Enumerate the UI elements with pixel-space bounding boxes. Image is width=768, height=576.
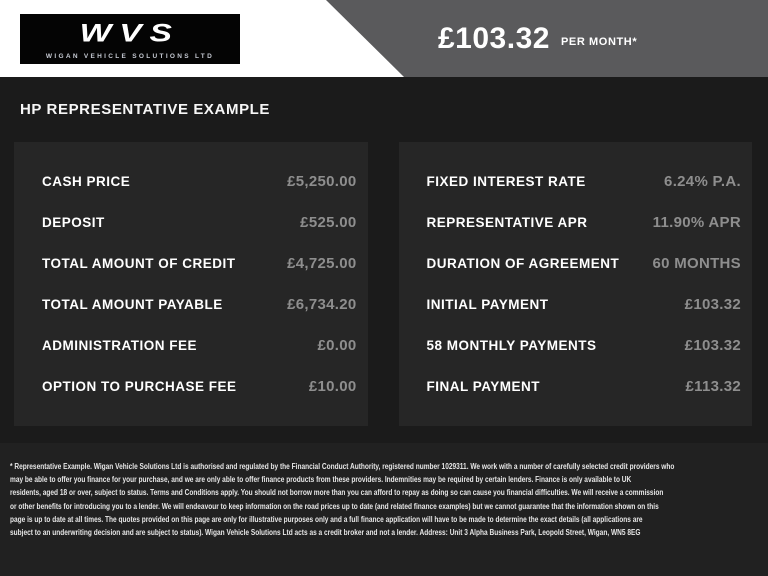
section-title: HP REPRESENTATIVE EXAMPLE [20,101,271,118]
logo-acronym-text: WVS [79,19,181,47]
row-value: £6,734.20 [287,296,357,313]
disclaimer-line: residents, aged 18 or over, subject to s… [10,488,664,498]
row-label: 58 MONTHLY PAYMENTS [426,338,597,353]
per-month-label: PER MONTH* [560,35,638,48]
row-label: OPTION TO PURCHASE FEE [42,379,237,394]
table-row: FIXED INTEREST RATE 6.24% P.A. [427,161,742,202]
row-value: £103.32 [684,296,741,313]
table-row: TOTAL AMOUNT OF CREDIT £4,725.00 [42,243,357,284]
row-value: £113.32 [685,378,741,395]
row-value: £5,250.00 [287,173,357,190]
monthly-price-amount: £103.32 [438,21,550,55]
wvs-logo: WVS WIGAN VEHICLE SOLUTIONS LTD [20,14,240,64]
disclaimer-line: may be able to offer you finance for you… [10,475,632,485]
top-header: WVS WIGAN VEHICLE SOLUTIONS LTD £103.32 … [0,0,768,77]
row-label: DURATION OF AGREEMENT [426,256,620,271]
row-label: TOTAL AMOUNT OF CREDIT [42,256,236,271]
table-row: DEPOSIT £525.00 [42,202,357,243]
row-value: £4,725.00 [287,255,357,272]
monthly-price-banner: £103.32 PER MONTH* [326,0,768,77]
finance-example-section: HP REPRESENTATIVE EXAMPLE CASH PRICE £5,… [0,77,768,443]
row-value: 60 MONTHS [652,255,741,272]
finance-panel-right: FIXED INTEREST RATE 6.24% P.A. REPRESENT… [398,142,752,426]
row-label: TOTAL AMOUNT PAYABLE [42,297,223,312]
table-row: OPTION TO PURCHASE FEE £10.00 [42,366,357,407]
finance-panels: CASH PRICE £5,250.00 DEPOSIT £525.00 TOT… [14,142,752,426]
finance-panel-left: CASH PRICE £5,250.00 DEPOSIT £525.00 TOT… [14,142,368,426]
table-row: REPRESENTATIVE APR 11.90% APR [427,202,742,243]
table-row: 58 MONTHLY PAYMENTS £103.32 [427,325,742,366]
table-row: FINAL PAYMENT £113.32 [427,366,742,407]
disclaimer-line: page is up to date at all times. The quo… [10,514,643,524]
row-label: FIXED INTEREST RATE [426,174,586,189]
row-label: FINAL PAYMENT [426,379,541,394]
logo-subtitle-text: WIGAN VEHICLE SOLUTIONS LTD [45,52,215,60]
disclaimer-line: * Representative Example. Wigan Vehicle … [10,462,675,471]
row-value: £10.00 [308,378,357,395]
row-value: 11.90% APR [652,214,741,231]
row-value: 6.24% P.A. [664,173,741,190]
row-label: DEPOSIT [42,215,105,230]
section-title-bar: HP REPRESENTATIVE EXAMPLE [0,77,768,142]
row-label: ADMINISTRATION FEE [42,338,197,353]
table-row: ADMINISTRATION FEE £0.00 [42,325,357,366]
disclaimer-line: or other benefits for introducing you to… [10,501,659,511]
row-label: REPRESENTATIVE APR [426,215,588,230]
row-label: CASH PRICE [42,174,131,189]
table-row: CASH PRICE £5,250.00 [42,161,357,202]
table-row: INITIAL PAYMENT £103.32 [427,284,742,325]
row-value: £525.00 [300,214,357,231]
row-value: £103.32 [684,337,741,354]
row-value: £0.00 [317,337,357,354]
disclaimer-line: subject to an underwriting decision and … [10,528,641,538]
legal-disclaimer: * Representative Example. Wigan Vehicle … [0,443,768,576]
table-row: TOTAL AMOUNT PAYABLE £6,734.20 [42,284,357,325]
table-row: DURATION OF AGREEMENT 60 MONTHS [427,243,742,284]
row-label: INITIAL PAYMENT [426,297,549,312]
